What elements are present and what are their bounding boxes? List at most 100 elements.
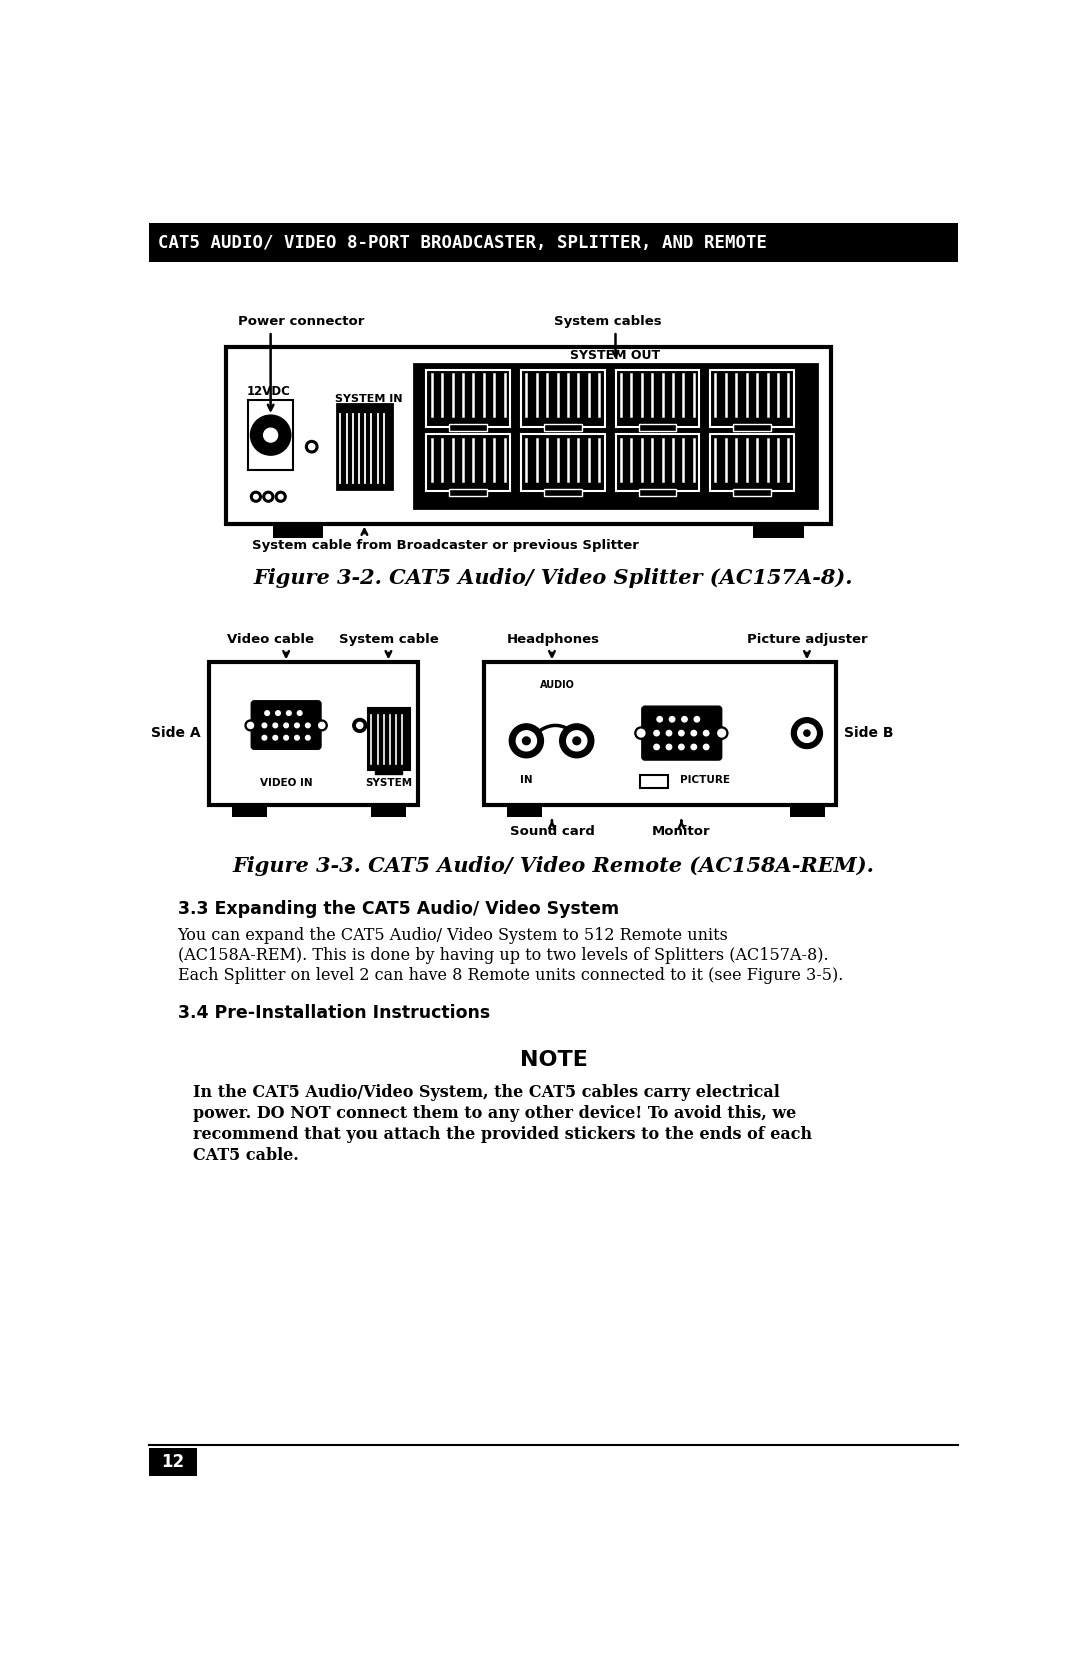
Text: System cable from Broadcaster or previous Splitter: System cable from Broadcaster or previou… — [252, 539, 638, 552]
Circle shape — [316, 719, 327, 731]
Bar — [710, 434, 794, 491]
Bar — [544, 489, 582, 496]
Circle shape — [309, 444, 314, 449]
Circle shape — [694, 716, 700, 723]
Circle shape — [306, 736, 310, 739]
Text: SYSTEM IN: SYSTEM IN — [335, 394, 402, 404]
Circle shape — [718, 729, 726, 738]
Circle shape — [251, 416, 291, 456]
Text: CAT5 AUDIO/ VIDEO 8-PORT BROADCASTER, SPLITTER, AND REMOTE: CAT5 AUDIO/ VIDEO 8-PORT BROADCASTER, SP… — [159, 234, 767, 252]
Bar — [638, 424, 676, 431]
Circle shape — [715, 728, 728, 739]
Text: PICTURE: PICTURE — [679, 774, 730, 784]
Text: System cables: System cables — [554, 315, 662, 329]
Bar — [149, 1449, 197, 1475]
Bar — [414, 364, 816, 509]
Circle shape — [678, 744, 684, 749]
Circle shape — [356, 723, 363, 728]
Circle shape — [792, 718, 823, 748]
Text: NOTE: NOTE — [519, 1050, 588, 1070]
Text: In the CAT5 Audio/Video System, the CAT5 cables carry electrical: In the CAT5 Audio/Video System, the CAT5… — [193, 1085, 780, 1102]
Circle shape — [516, 731, 537, 751]
Circle shape — [297, 711, 302, 716]
Circle shape — [262, 736, 267, 739]
Text: AUDIO: AUDIO — [540, 681, 575, 691]
Text: Side A: Side A — [151, 726, 201, 739]
Bar — [544, 424, 582, 431]
Circle shape — [266, 494, 271, 499]
Text: 12VDC: 12VDC — [247, 386, 291, 397]
Bar — [507, 803, 542, 818]
Circle shape — [572, 738, 581, 744]
Circle shape — [653, 744, 659, 749]
Circle shape — [670, 716, 675, 723]
Bar — [232, 803, 267, 818]
Text: Figure 3-3. CAT5 Audio/ Video Remote (AC158A-REM).: Figure 3-3. CAT5 Audio/ Video Remote (AC… — [232, 856, 875, 876]
Bar — [733, 424, 771, 431]
Bar — [227, 347, 831, 524]
Circle shape — [666, 731, 672, 736]
Bar — [367, 708, 410, 769]
Circle shape — [691, 744, 697, 749]
Bar — [616, 369, 699, 427]
Circle shape — [262, 723, 267, 728]
Text: Headphones: Headphones — [507, 633, 600, 646]
Circle shape — [273, 736, 278, 739]
Circle shape — [678, 731, 684, 736]
Bar — [449, 489, 487, 496]
Text: recommend that you attach the provided stickers to the ends of each: recommend that you attach the provided s… — [193, 1127, 812, 1143]
Circle shape — [559, 724, 594, 758]
Circle shape — [254, 494, 258, 499]
Circle shape — [510, 724, 543, 758]
Circle shape — [567, 731, 586, 751]
Bar — [616, 434, 699, 491]
Bar — [337, 404, 392, 489]
Circle shape — [286, 711, 292, 716]
Circle shape — [279, 494, 283, 499]
Bar — [789, 803, 825, 818]
Circle shape — [804, 729, 810, 736]
Bar — [710, 369, 794, 427]
Bar — [449, 424, 487, 431]
Bar — [248, 401, 293, 469]
Text: Picture adjuster: Picture adjuster — [746, 633, 867, 646]
Circle shape — [284, 723, 288, 728]
Bar — [638, 489, 676, 496]
FancyBboxPatch shape — [642, 706, 721, 759]
Circle shape — [245, 719, 256, 731]
Text: 12: 12 — [161, 1454, 185, 1472]
Text: 3.4 Pre-Installation Instructions: 3.4 Pre-Installation Instructions — [177, 1003, 490, 1021]
Text: SYSTEM OUT: SYSTEM OUT — [570, 349, 661, 362]
Text: power. DO NOT connect them to any other device! To avoid this, we: power. DO NOT connect them to any other … — [193, 1105, 796, 1122]
Circle shape — [295, 736, 299, 739]
Bar — [375, 768, 403, 774]
Text: CAT5 cable.: CAT5 cable. — [193, 1147, 299, 1163]
Bar — [521, 434, 605, 491]
Bar — [521, 369, 605, 427]
Circle shape — [319, 723, 325, 728]
Circle shape — [275, 711, 281, 716]
Circle shape — [284, 736, 288, 739]
Circle shape — [295, 723, 299, 728]
Text: Side B: Side B — [845, 726, 893, 739]
Circle shape — [264, 429, 278, 442]
Text: Sound card: Sound card — [510, 824, 594, 838]
Text: IN: IN — [521, 774, 532, 784]
Circle shape — [681, 716, 687, 723]
Bar — [372, 803, 406, 818]
Circle shape — [306, 441, 318, 452]
Bar — [484, 663, 836, 804]
Circle shape — [798, 724, 816, 743]
Text: SYSTEM: SYSTEM — [365, 778, 411, 788]
Circle shape — [353, 718, 367, 733]
Bar — [273, 522, 323, 537]
Bar — [733, 489, 771, 496]
Circle shape — [251, 491, 261, 502]
Circle shape — [273, 723, 278, 728]
Circle shape — [275, 491, 286, 502]
Text: Power connector: Power connector — [239, 315, 365, 329]
Circle shape — [265, 711, 270, 716]
Text: System cable: System cable — [338, 633, 438, 646]
Circle shape — [637, 729, 645, 738]
Circle shape — [691, 731, 697, 736]
